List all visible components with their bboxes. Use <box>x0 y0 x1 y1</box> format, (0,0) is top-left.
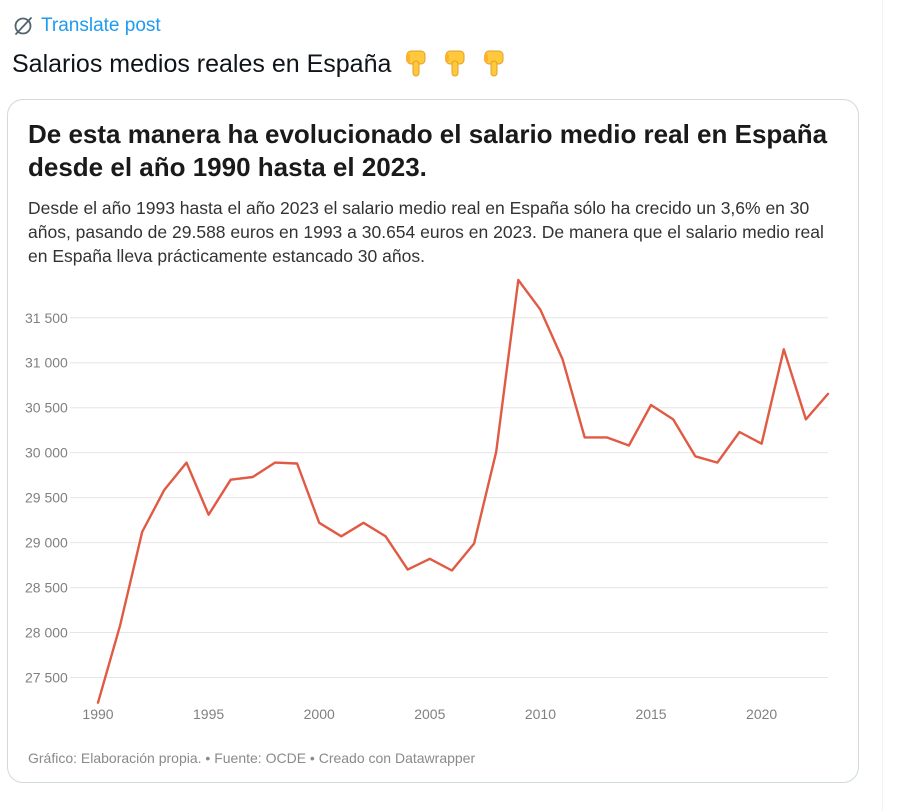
backhand-index-pointing-down-icon <box>480 48 508 78</box>
y-axis-ticks: 27 500 28 000 28 500 29 000 29 500 30 000 30 5… <box>25 310 68 686</box>
globe-slash-icon <box>12 15 34 37</box>
x-tick-label: 2010 <box>525 706 556 722</box>
post-text: Salarios medios reales en España <box>12 48 508 80</box>
y-tick-label: 31 000 <box>25 355 68 371</box>
x-tick-label: 1995 <box>193 706 224 722</box>
chart-footer: Gráfico: Elaboración propia. • Fuente: O… <box>28 750 476 766</box>
post-text-body: Salarios medios reales en España <box>12 50 392 78</box>
y-tick-label: 28 500 <box>25 580 68 596</box>
x-tick-label: 2005 <box>414 706 445 722</box>
column-divider <box>882 0 883 811</box>
y-tick-label: 29 000 <box>25 535 68 551</box>
x-tick-label: 2015 <box>635 706 666 722</box>
y-tick-label: 30 500 <box>25 400 68 416</box>
y-tick-label: 31 500 <box>25 310 68 326</box>
backhand-index-pointing-down-icon <box>441 48 469 78</box>
x-axis-ticks: 1990 1995 2000 2005 2010 2015 2020 <box>82 706 777 722</box>
translate-post-label: Translate post <box>41 15 161 36</box>
backhand-index-pointing-down-icon <box>402 48 430 78</box>
translate-post-button[interactable]: Translate post <box>12 14 161 38</box>
chart-series <box>96 278 830 704</box>
y-tick-label: 30 000 <box>25 445 68 461</box>
chart-gridlines <box>70 317 828 679</box>
y-tick-label: 28 000 <box>25 625 68 641</box>
series-line <box>96 278 830 704</box>
chart-subtitle: Desde el año 1993 hasta el año 2023 el s… <box>28 198 824 266</box>
y-tick-label: 27 500 <box>25 670 68 686</box>
chart-image-card[interactable]: De esta manera ha evolucionado el salari… <box>7 99 859 783</box>
x-tick-label: 2020 <box>746 706 777 722</box>
y-tick-label: 29 500 <box>25 490 68 506</box>
line-chart: 27 500 28 000 28 500 29 000 29 500 30 000 30 5… <box>25 278 830 722</box>
x-tick-label: 2000 <box>304 706 335 722</box>
chart-title: De esta manera ha evolucionado el salari… <box>28 119 828 182</box>
x-tick-label: 1990 <box>82 706 113 722</box>
